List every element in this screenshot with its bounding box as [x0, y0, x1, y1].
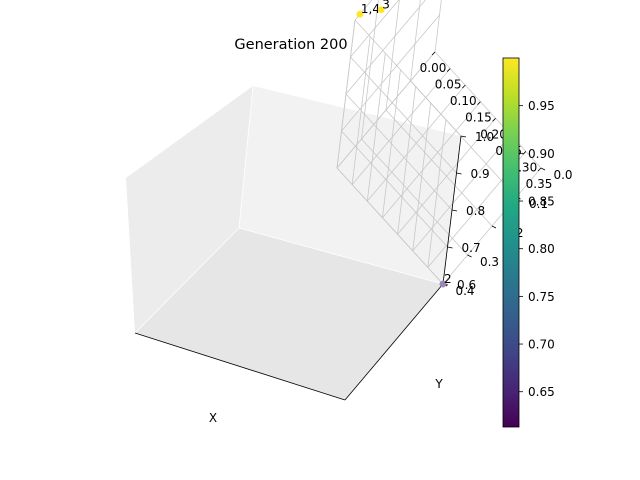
- colorbar-tick-label: 0.70: [528, 338, 555, 352]
- colorbar-tick-label: 0.90: [528, 147, 555, 161]
- x-tick-mark: [446, 68, 451, 72]
- x-tick-mark: [477, 101, 481, 105]
- colorbar-tick-label: 0.80: [528, 242, 555, 256]
- y-tick-mark: [491, 225, 497, 229]
- left-grid-line: [434, 0, 442, 53]
- floor-grid-line: [385, 109, 493, 227]
- x-axis-label: X: [209, 411, 217, 425]
- floor-grid-line: [434, 51, 542, 169]
- left-grid-line: [354, 0, 373, 21]
- z-tick-labels: 0.6 0.7 0.8 0.9 1.0: [442, 130, 494, 292]
- back-grid-line: [336, 167, 444, 285]
- y-tick-mark: [467, 254, 472, 258]
- left-grid-line: [350, 0, 400, 58]
- z-axis: 0.6 0.7 0.8 0.9 1.0: [442, 130, 494, 292]
- y-axis-line: [344, 283, 444, 401]
- data-point: [377, 6, 385, 14]
- chart-title: Generation 200: [234, 37, 347, 53]
- left-grid-line: [345, 0, 426, 95]
- z-tick-mark: [447, 246, 453, 249]
- x-axis-line: [134, 332, 346, 401]
- x-tick-mark: [522, 151, 527, 155]
- x-tick-mark: [537, 167, 542, 172]
- colorbar-tick-label: 0.85: [528, 195, 555, 209]
- left-grid-line: [385, 0, 400, 111]
- data-point-label: 1,4: [361, 2, 380, 16]
- colorbar-gradient: [502, 57, 520, 428]
- z-tick-label: 0.7: [462, 241, 481, 255]
- x-tick-mark: [462, 84, 466, 89]
- x-tick-mark: [431, 51, 436, 56]
- left-grid-line: [341, 14, 440, 132]
- z-tick-mark: [460, 135, 467, 138]
- x-tick-label: 0.35: [526, 177, 553, 191]
- z-tick-label: 1.0: [475, 130, 494, 144]
- x-tick-mark: [492, 118, 496, 122]
- x-tick-label: 0.10: [450, 94, 477, 108]
- y-tick-label: 0.1: [529, 197, 548, 211]
- z-tick-mark: [456, 172, 462, 175]
- x-tick-label: 0.20: [480, 127, 507, 141]
- x-tick-label: 0.15: [465, 111, 492, 125]
- data-point-label: 3: [382, 0, 390, 12]
- back-pane: [239, 86, 461, 284]
- data-point: [356, 10, 364, 18]
- x-tick-label: 0.05: [435, 78, 462, 92]
- back-grid-line: [345, 93, 453, 211]
- axes-3d: [126, 0, 542, 400]
- pane-edges: [134, 85, 444, 334]
- colorbar: 0.65 0.70 0.75 0.80 0.85 0.90 0.95: [502, 57, 555, 428]
- scatter-points: 1,4 3 2: [356, 0, 452, 288]
- left-pane: [126, 86, 253, 333]
- y-axis-label: Y: [434, 377, 443, 391]
- back-grid-line: [341, 130, 448, 248]
- z-tick-label: 0.9: [471, 167, 490, 181]
- floor-grid-line: [361, 138, 468, 256]
- z-tick-label: 0.6: [457, 278, 476, 292]
- colorbar-tick-label: 0.75: [528, 290, 555, 304]
- left-grid-line: [336, 51, 436, 169]
- data-point: [439, 280, 447, 288]
- colorbar-tick-labels: 0.65 0.70 0.75 0.80 0.85 0.90 0.95: [519, 99, 555, 399]
- y-tick-label: 0.0: [553, 168, 572, 182]
- y-tick-mark: [540, 167, 546, 171]
- colorbar-tick-label: 0.95: [528, 99, 555, 113]
- y-tick-label: 0.3: [480, 255, 499, 269]
- y-tick-label: 0.4: [455, 284, 474, 298]
- z-tick-mark: [451, 209, 458, 212]
- x-tick-label: 0.00: [420, 61, 447, 75]
- data-point-label: 2: [444, 272, 452, 286]
- floor-pane: [135, 228, 443, 400]
- z-tick-label: 0.8: [466, 204, 485, 218]
- back-grid-line: [354, 19, 462, 137]
- back-grid-line: [350, 56, 457, 174]
- colorbar-tick-label: 0.65: [528, 385, 555, 399]
